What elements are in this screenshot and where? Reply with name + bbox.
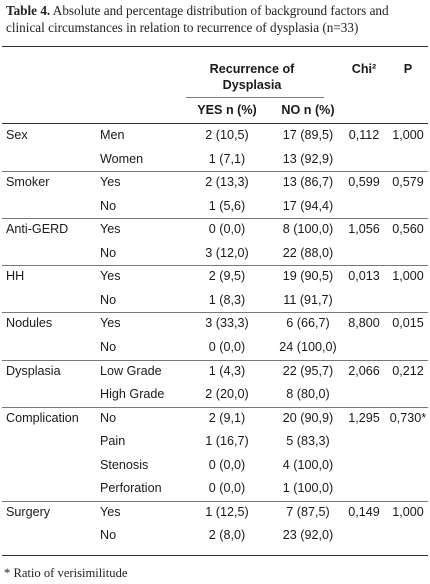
row-chi-value: 8,800	[348, 316, 380, 331]
row-no-value: 20 (90,9)	[282, 410, 334, 425]
header-group-line1: Recurrence of	[209, 62, 295, 76]
row-no-value: 5 (83,3)	[286, 434, 330, 449]
row-yes-value: 2 (9,1)	[208, 410, 246, 425]
row-no-value: 8 (100,0)	[282, 222, 334, 237]
footnote: * Ratio of verisimilitude	[4, 566, 128, 580]
row-no-value: 23 (92,0)	[282, 528, 334, 543]
row-yes-value: 2 (10,5)	[205, 128, 249, 142]
header-p: P	[403, 62, 413, 76]
row-category: Women	[100, 151, 144, 166]
row-p-value: 0,730*	[389, 410, 427, 425]
row-no-value: 22 (88,0)	[282, 245, 334, 260]
header-no: NO n (%)	[281, 103, 335, 117]
row-p-value: 0,015	[392, 316, 424, 331]
row-category: Stenosis	[100, 457, 149, 472]
row-yes-value: 1 (8,3)	[208, 292, 246, 307]
header-chi: Chi²	[351, 62, 377, 76]
row-category: No	[100, 292, 117, 307]
row-no-value: 11 (91,7)	[283, 292, 333, 307]
row-p-value: 1,000	[392, 128, 424, 142]
row-yes-value: 0 (0,0)	[208, 481, 246, 496]
header-group-rule	[186, 97, 324, 98]
group-rule	[2, 171, 428, 173]
header-group-line2: Dysplasia	[222, 78, 282, 92]
row-variable: Smoker	[6, 175, 50, 190]
group-rule	[2, 406, 428, 408]
row-no-value: 6 (66,7)	[286, 316, 330, 331]
row-yes-value: 2 (20,0)	[205, 387, 249, 402]
row-chi-value: 0,013	[348, 269, 380, 284]
row-variable: Anti-GERD	[6, 222, 69, 237]
row-p-value: 1,000	[392, 269, 424, 284]
row-yes-value: 0 (0,0)	[208, 339, 246, 354]
row-category: Yes	[100, 316, 121, 331]
row-yes-value: 2 (13,3)	[205, 175, 249, 190]
row-no-value: 22 (95,7)	[282, 363, 334, 378]
row-yes-value: 0 (0,0)	[208, 222, 246, 237]
row-p-value: 0,212	[392, 363, 424, 378]
row-no-value: 4 (100,0)	[282, 457, 334, 472]
row-no-value: 13 (86,7)	[282, 175, 334, 190]
row-yes-value: 3 (12,0)	[205, 245, 249, 260]
table-title: Absolute and percentage distribution of …	[6, 3, 389, 35]
row-category: Yes	[100, 222, 121, 237]
row-category: Yes	[100, 175, 121, 190]
row-no-value: 1 (100,0)	[282, 481, 334, 496]
row-p-value: 1,000	[392, 504, 424, 519]
table-top-rule	[2, 46, 428, 47]
row-yes-value: 1 (5,6)	[208, 198, 246, 213]
row-no-value: 8 (80,0)	[286, 387, 330, 402]
row-yes-value: 2 (9,5)	[208, 269, 246, 284]
table-caption: Table 4. Absolute and percentage distrib…	[6, 2, 426, 36]
row-category: No	[100, 410, 117, 425]
row-category: No	[100, 528, 117, 543]
row-category: High Grade	[100, 387, 165, 402]
group-rule	[2, 218, 428, 220]
row-variable: Sex	[6, 128, 28, 142]
row-no-value: 13 (92,9)	[282, 151, 334, 166]
row-no-value: 17 (89,5)	[282, 128, 334, 142]
row-category: Men	[100, 128, 125, 142]
row-yes-value: 0 (0,0)	[208, 457, 246, 472]
header-bottom-rule	[2, 123, 428, 124]
row-p-value: 0,579	[392, 175, 424, 190]
row-yes-value: 1 (7,1)	[208, 151, 246, 166]
header-yes: YES n (%)	[197, 103, 257, 117]
row-no-value: 19 (90,5)	[282, 269, 334, 284]
row-yes-value: 3 (33,3)	[205, 316, 249, 331]
row-no-value: 17 (94,4)	[282, 198, 334, 213]
table-label: Table 4.	[6, 3, 51, 18]
table-bottom-rule	[2, 555, 428, 556]
row-chi-value: 0,112	[348, 128, 380, 142]
row-variable: Dysplasia	[6, 363, 61, 378]
group-rule	[2, 359, 428, 361]
row-category: No	[100, 339, 117, 354]
row-category: Yes	[100, 269, 121, 284]
row-variable: Surgery	[6, 504, 51, 519]
row-variable: Complication	[6, 410, 79, 425]
row-p-value: 0,560	[392, 222, 424, 237]
row-variable: HH	[6, 269, 25, 284]
row-chi-value: 1,295	[348, 410, 380, 425]
row-category: Perforation	[100, 481, 162, 496]
group-rule	[2, 265, 428, 267]
group-rule	[2, 312, 428, 314]
row-chi-value: 0,149	[348, 504, 380, 519]
row-no-value: 24 (100,0)	[279, 339, 337, 354]
row-category: Low Grade	[100, 363, 162, 378]
row-yes-value: 1 (12,5)	[205, 504, 249, 519]
row-variable: Nodules	[6, 316, 53, 331]
row-category: No	[100, 198, 117, 213]
row-category: Yes	[100, 504, 121, 519]
row-yes-value: 1 (16,7)	[205, 434, 249, 449]
group-rule	[2, 500, 428, 502]
row-category: No	[100, 245, 117, 260]
row-category: Pain	[100, 434, 126, 449]
row-chi-value: 0,599	[348, 175, 380, 190]
row-no-value: 7 (87,5)	[286, 504, 330, 519]
row-chi-value: 1,056	[348, 222, 380, 237]
row-yes-value: 2 (8,0)	[208, 528, 246, 543]
row-chi-value: 2,066	[348, 363, 380, 378]
row-yes-value: 1 (4,3)	[208, 363, 246, 378]
